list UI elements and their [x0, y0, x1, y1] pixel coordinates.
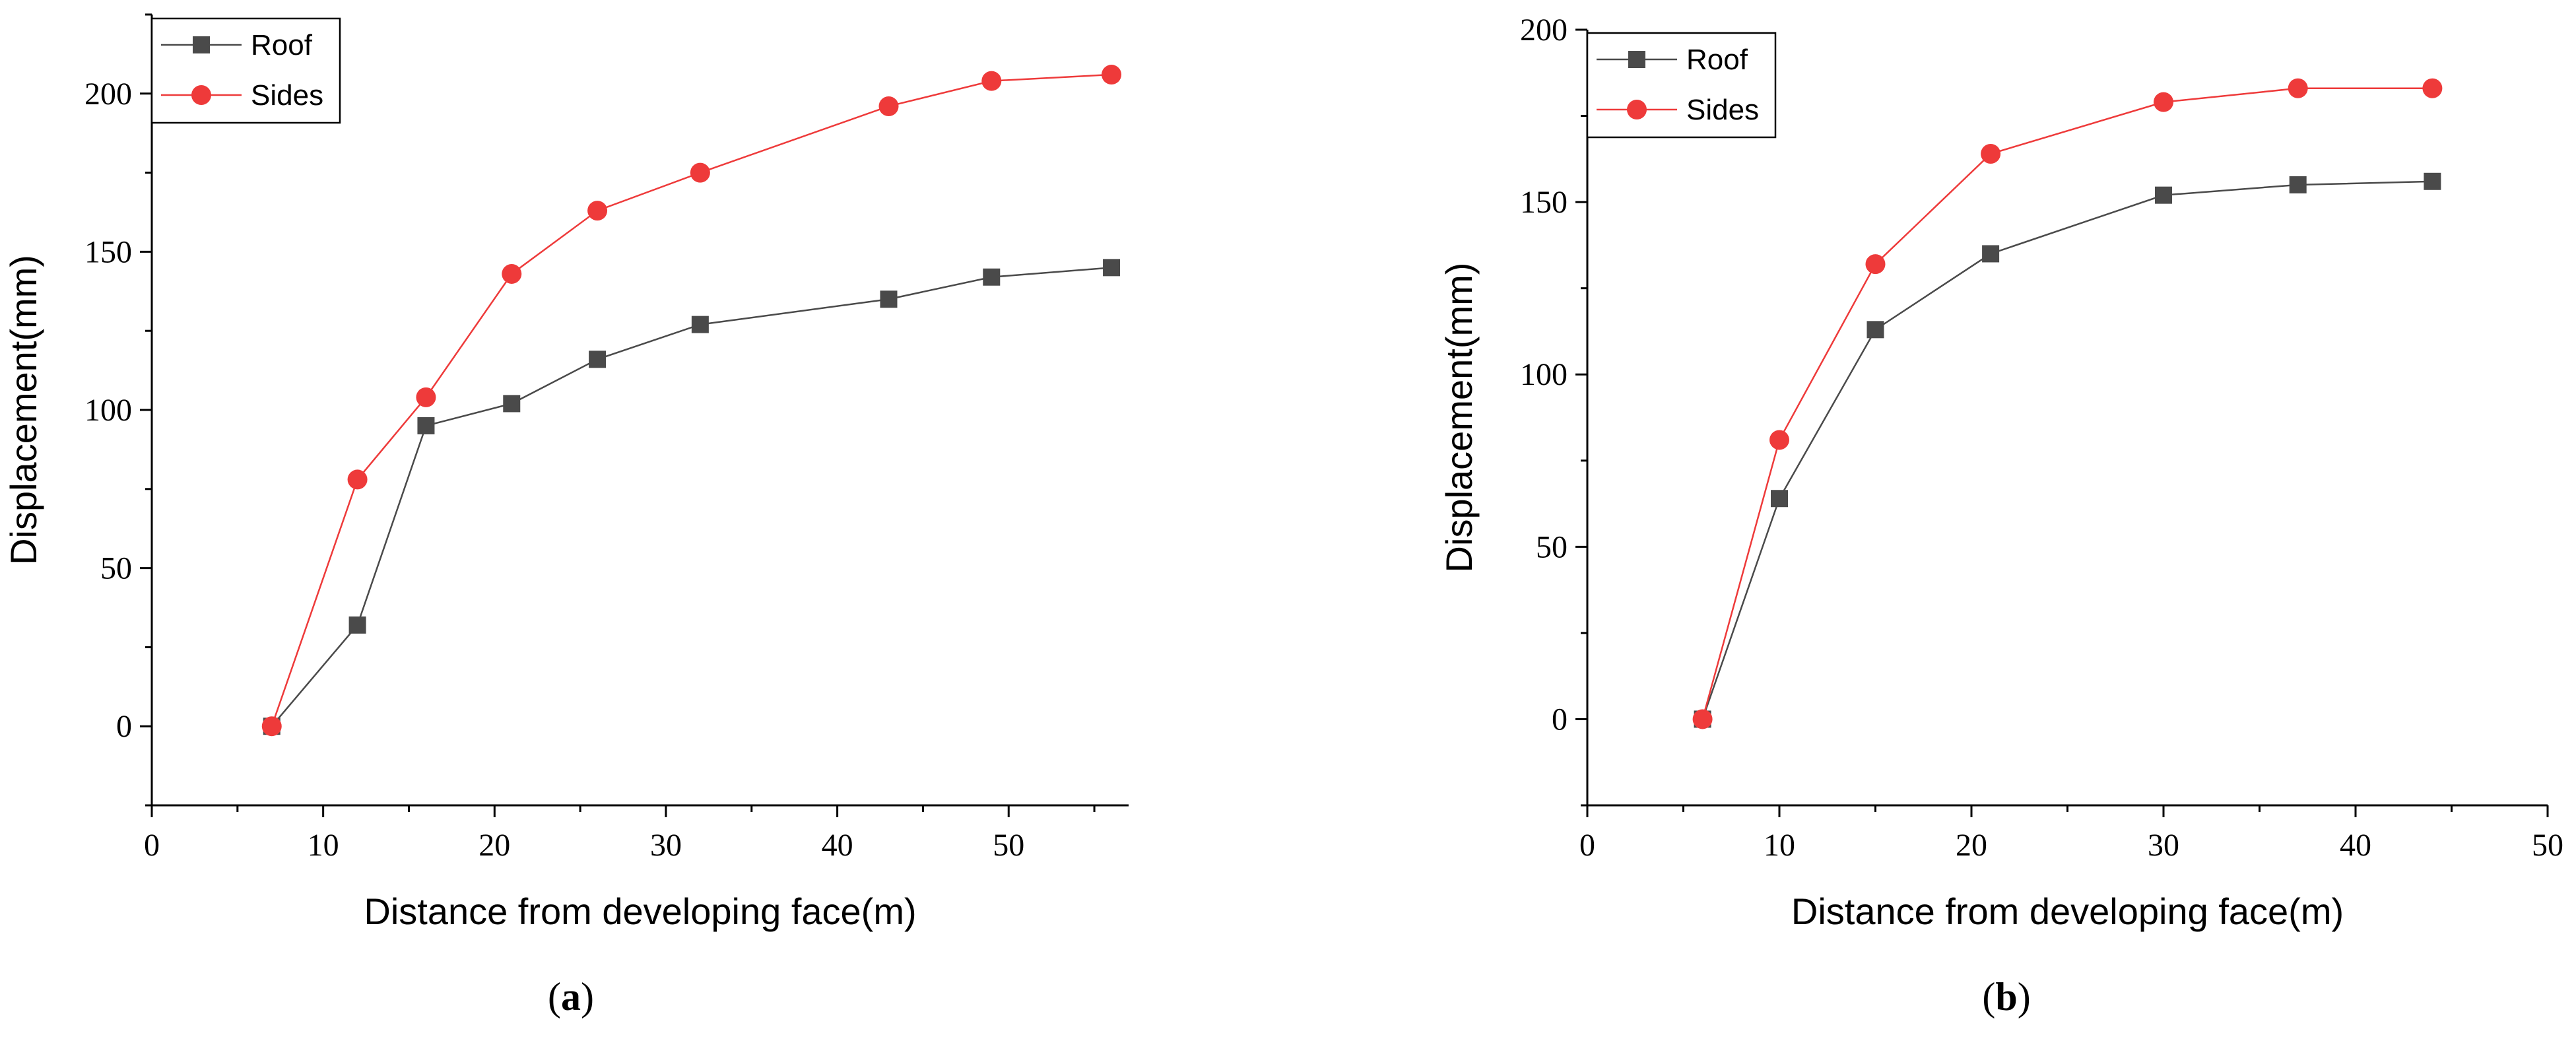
data-point-sides	[1769, 430, 1789, 450]
panel-caption: (a)	[548, 975, 594, 1019]
legend-marker-roof	[1628, 51, 1645, 68]
x-tick-label: 0	[1579, 828, 1595, 863]
data-point-sides	[347, 469, 368, 490]
data-point-roof	[1866, 321, 1884, 339]
data-point-sides	[1981, 144, 2001, 164]
x-tick-label: 0	[144, 828, 160, 863]
y-tick-label: 0	[116, 709, 132, 744]
x-tick-label: 40	[2340, 828, 2371, 863]
data-point-sides	[981, 71, 1002, 91]
x-tick-label: 20	[479, 828, 510, 863]
data-point-sides	[878, 96, 899, 116]
data-point-roof	[1103, 259, 1121, 277]
data-point-sides	[2422, 78, 2443, 98]
data-point-sides	[1865, 254, 1886, 275]
x-tick-label: 20	[1956, 828, 1987, 863]
data-point-sides	[587, 201, 608, 221]
legend-marker-sides	[1627, 100, 1647, 119]
x-tick-label: 30	[2148, 828, 2179, 863]
x-tick-label: 10	[308, 828, 339, 863]
y-axis-title: Displacement(mm)	[1438, 263, 1480, 573]
panel-caption: (b)	[1982, 975, 2030, 1019]
series-line-sides	[1701, 87, 2433, 720]
x-tick-label: 50	[993, 828, 1024, 863]
chart-panel-a: 0 50 100 150 200 0 10 20 30 40 50 Distance from dev…	[3, 13, 1129, 1019]
data-point-roof	[417, 417, 435, 434]
data-point-sides	[2288, 78, 2308, 98]
x-tick-label: 50	[2532, 828, 2563, 863]
legend-label-roof: Roof	[251, 29, 313, 61]
data-point-sides	[690, 162, 710, 183]
y-axis-title: Displacement(mm)	[3, 255, 44, 565]
legend-label-roof: Roof	[1686, 44, 1748, 76]
y-tick-label: 50	[100, 551, 132, 586]
data-point-roof	[880, 290, 898, 308]
y-tick-label: 50	[1536, 529, 1568, 564]
y-tick-label: 200	[1520, 13, 1568, 48]
legend-label-sides: Sides	[1686, 94, 1759, 126]
data-point-roof	[589, 351, 607, 368]
data-point-roof	[503, 395, 521, 413]
chart-panel-b: 0 50 100 150 200 0 10 20 30 40 50 Distance from dev…	[1438, 13, 2563, 1019]
x-tick-label: 40	[822, 828, 853, 863]
data-point-sides	[261, 716, 282, 737]
x-axis-title: Distance from developing face(m)	[1791, 890, 2344, 932]
legend-box	[150, 17, 341, 124]
y-tick-label: 200	[84, 77, 132, 112]
data-point-sides	[2154, 92, 2173, 112]
x-tick-label: 10	[1764, 828, 1795, 863]
series-line-roof	[271, 267, 1112, 727]
data-point-roof	[691, 316, 709, 333]
data-point-roof	[2424, 172, 2441, 190]
legend-marker-sides	[191, 85, 211, 105]
y-tick-label: 0	[1552, 702, 1568, 737]
y-tick-label: 150	[84, 234, 132, 269]
y-tick-label: 150	[1520, 185, 1568, 220]
data-point-roof	[1771, 490, 1788, 508]
y-tick-label: 100	[1520, 357, 1568, 392]
data-point-sides	[502, 263, 522, 284]
data-point-roof	[983, 268, 1001, 286]
y-tick-label: 100	[84, 393, 132, 428]
data-point-sides	[1692, 709, 1713, 729]
legend-label-sides: Sides	[251, 79, 323, 112]
series-line-roof	[1701, 180, 2433, 720]
x-tick-label: 30	[650, 828, 682, 863]
legend-box	[1586, 32, 1777, 139]
data-point-roof	[1982, 245, 2000, 263]
data-point-roof	[2155, 186, 2172, 204]
data-point-roof	[2289, 176, 2307, 193]
data-point-sides	[1102, 65, 1122, 85]
data-point-roof	[348, 616, 366, 634]
data-point-sides	[416, 387, 436, 407]
legend-marker-roof	[193, 36, 210, 53]
x-axis-title: Distance from developing face(m)	[364, 890, 916, 932]
